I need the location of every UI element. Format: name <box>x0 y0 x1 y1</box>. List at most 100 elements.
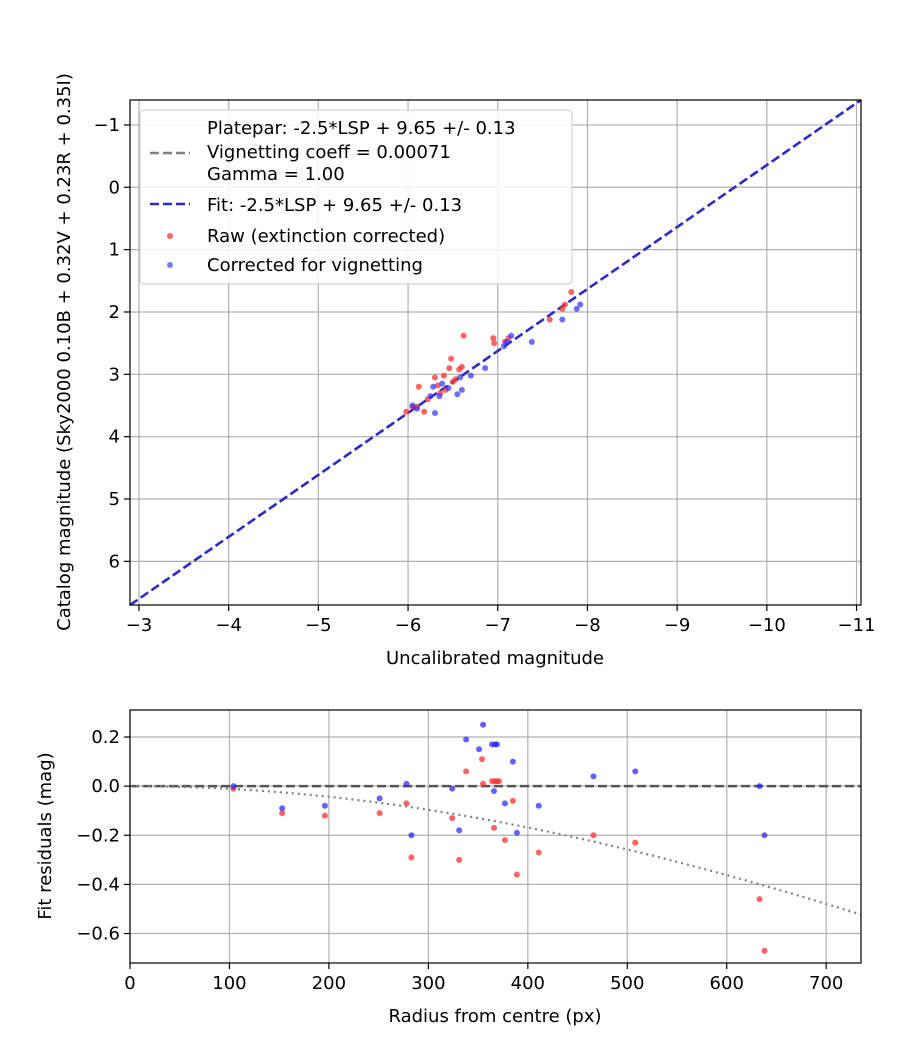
raw-point <box>463 768 470 775</box>
raw-point <box>449 815 456 822</box>
bottom-y-axis-label: Fit residuals (mag) <box>35 752 56 919</box>
corrected-point <box>508 332 515 339</box>
raw-point <box>761 947 768 954</box>
y-tick-label: 6 <box>109 551 120 572</box>
corrected-point <box>427 393 434 400</box>
legend-box <box>139 109 573 285</box>
corrected-point <box>403 780 410 787</box>
corrected-point <box>590 773 597 780</box>
fit-line <box>129 98 862 607</box>
corrected-point <box>535 802 542 809</box>
top-scatter-points <box>403 289 584 416</box>
corrected-point <box>528 338 535 345</box>
y-tick-label: 0 <box>109 177 120 198</box>
x-tick-label: −4 <box>215 615 242 636</box>
corrected-point <box>559 316 566 323</box>
raw-point <box>458 363 465 370</box>
x-tick-label: −9 <box>664 615 691 636</box>
corrected-point <box>482 365 489 372</box>
raw-point <box>509 797 516 804</box>
corrected-point <box>463 736 470 743</box>
bottom-x-axis-label: Radius from centre (px) <box>388 1006 601 1027</box>
corrected-point <box>501 800 508 807</box>
top-y-ticks: −1 0 1 2 3 4 5 6 <box>93 115 130 572</box>
x-tick-label: 200 <box>312 973 346 994</box>
raw-point <box>403 800 410 807</box>
corrected-point <box>467 372 474 379</box>
corrected-point <box>491 788 498 795</box>
x-tick-label: −10 <box>748 615 786 636</box>
bottom-scatter-points <box>230 721 768 954</box>
y-tick-label: −1 <box>93 115 120 136</box>
x-tick-label: 600 <box>710 973 744 994</box>
corrected-point <box>509 758 516 765</box>
corrected-point <box>439 380 446 387</box>
legend-corrected-marker <box>167 262 173 268</box>
y-tick-label: 4 <box>109 427 120 448</box>
raw-point <box>632 839 639 846</box>
bottom-x-ticks: 0 100 200 300 400 500 600 700 <box>124 963 843 994</box>
corrected-point <box>761 832 768 839</box>
top-axes-frame <box>129 99 862 606</box>
corrected-point <box>414 405 421 412</box>
bottom-axes-frame <box>129 709 862 964</box>
raw-point <box>460 332 467 339</box>
raw-point <box>446 365 453 372</box>
raw-point <box>321 812 328 819</box>
residuals-plot: 0 100 200 300 400 500 600 700 0.2 0.0 −0.2 −0.4 −0.… <box>35 709 862 1027</box>
x-tick-label: 400 <box>511 973 545 994</box>
top-x-ticks: −3 −4 −5 −6 −7 −8 −9 −10 −11 <box>126 605 876 636</box>
legend-platepar-line2: Vignetting coeff = 0.00071 <box>207 142 451 163</box>
corrected-point <box>431 409 438 416</box>
corrected-point <box>577 301 584 308</box>
y-tick-label: 2 <box>109 302 120 323</box>
raw-point <box>279 810 286 817</box>
raw-point <box>440 372 447 379</box>
raw-point <box>403 408 410 415</box>
x-tick-label: 700 <box>809 973 843 994</box>
corrected-point <box>457 374 464 381</box>
x-tick-label: −6 <box>395 615 422 636</box>
corrected-point <box>501 343 508 350</box>
bottom-reference-lines <box>129 784 862 916</box>
corrected-point <box>409 402 416 409</box>
raw-point <box>431 374 438 381</box>
corrected-point <box>449 785 456 792</box>
corrected-point <box>445 385 452 392</box>
x-tick-label: 300 <box>411 973 445 994</box>
raw-point <box>568 289 575 296</box>
corrected-point <box>436 393 443 400</box>
corrected-point <box>321 802 328 809</box>
legend-raw-marker <box>167 233 173 239</box>
raw-point <box>456 856 463 863</box>
corrected-point <box>408 832 415 839</box>
corrected-point <box>503 338 510 345</box>
corrected-point <box>430 383 437 390</box>
raw-point <box>559 305 566 312</box>
raw-point <box>590 832 597 839</box>
x-tick-label: −5 <box>305 615 332 636</box>
corrected-point <box>513 829 520 836</box>
x-tick-label: −8 <box>574 615 601 636</box>
raw-point <box>490 335 497 342</box>
raw-point <box>408 854 415 861</box>
vignetting-model-curve <box>129 785 862 916</box>
corrected-point <box>458 386 465 393</box>
y-tick-label: 0.2 <box>91 727 120 748</box>
raw-point <box>756 896 763 903</box>
corrected-point <box>376 795 383 802</box>
raw-point <box>479 756 486 763</box>
raw-point <box>495 778 502 785</box>
legend-platepar-line3: Gamma = 1.00 <box>207 164 345 185</box>
corrected-point <box>573 305 580 312</box>
top-fit-lines <box>129 98 862 607</box>
corrected-point <box>230 783 237 790</box>
raw-point <box>415 383 422 390</box>
corrected-point <box>454 391 461 398</box>
legend-platepar-line1: Platepar: -2.5*LSP + 9.65 +/- 0.13 <box>207 118 516 139</box>
top-y-axis-label: Catalog magnitude (Sky2000 0.10B + 0.32V… <box>54 73 75 631</box>
legend-corrected-label: Corrected for vignetting <box>207 255 423 276</box>
y-tick-label: 0.0 <box>91 776 120 797</box>
legend: Platepar: -2.5*LSP + 9.65 +/- 0.13 Vigne… <box>139 109 573 285</box>
